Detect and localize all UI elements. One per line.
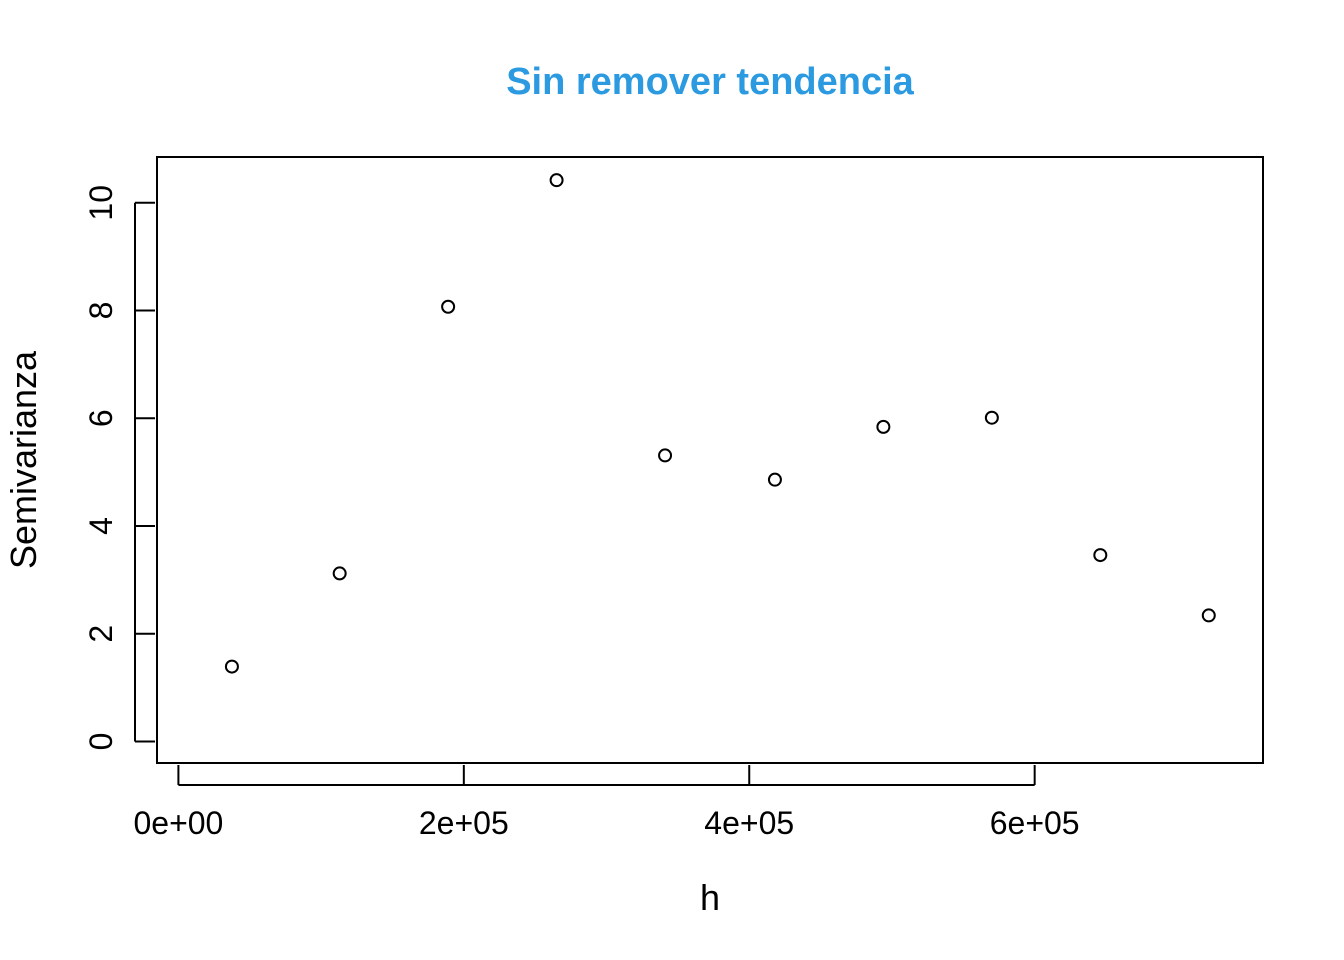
- y-tick-label: 0: [83, 733, 119, 751]
- data-point: [224, 659, 239, 674]
- data-point: [1093, 548, 1108, 563]
- x-tick-label: 2e+05: [419, 805, 509, 841]
- x-tick-label: 4e+05: [704, 805, 794, 841]
- y-tick-label: 6: [83, 409, 119, 427]
- x-axis: 0e+00 2e+05 4e+05 6e+05: [133, 765, 1080, 841]
- data-point: [549, 173, 564, 188]
- y-tick-label: 10: [83, 185, 119, 221]
- data-point: [984, 410, 999, 425]
- chart-title: Sin remover tendencia: [506, 61, 914, 103]
- x-axis-label: h: [700, 877, 720, 918]
- x-tick-label: 0e+00: [133, 805, 223, 841]
- data-point: [1201, 608, 1216, 623]
- plot-area-border: [156, 156, 1264, 764]
- data-point: [658, 448, 673, 463]
- x-tick-label: 6e+05: [990, 805, 1080, 841]
- data-point: [332, 566, 347, 581]
- y-axis-label: Semivarianza: [3, 350, 44, 569]
- data-point: [767, 472, 782, 487]
- y-tick-label: 8: [83, 302, 119, 320]
- data-points: [224, 173, 1216, 674]
- y-tick-label: 2: [83, 625, 119, 643]
- y-axis: 0 2 4 6 8 10: [83, 185, 155, 750]
- y-tick-label: 4: [83, 517, 119, 535]
- data-point: [441, 299, 456, 314]
- data-point: [876, 419, 891, 434]
